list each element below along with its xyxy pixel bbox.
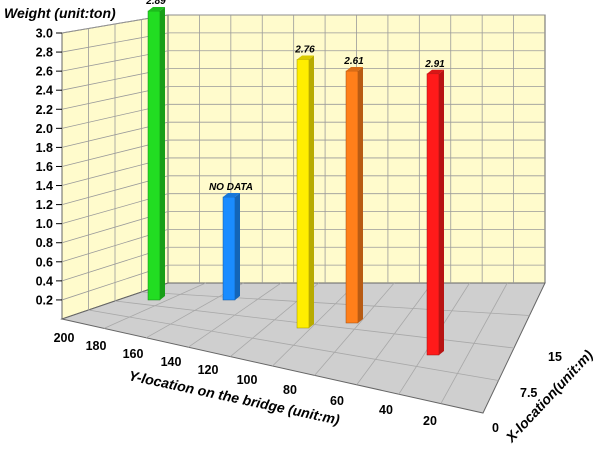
bar-top (427, 69, 444, 74)
y-tick-label: 200 (54, 331, 75, 345)
y-tick-label: 160 (123, 347, 144, 361)
bar-top (346, 67, 363, 71)
z-tick-label: 1.4 (36, 179, 53, 193)
bar-side (235, 193, 240, 300)
y-tick-label: 140 (161, 355, 182, 369)
ticks-group: 0.2 0.4 0.6 0.8 1.0 1.2 1.4 1.6 1.8 2.0 2.2 2.4 2.6 2… (36, 27, 562, 436)
z-tick-label: 1.8 (36, 141, 53, 155)
x-tick-label: 15 (548, 350, 562, 364)
z-tick-label: 1.6 (36, 160, 53, 174)
y-tick-label: 60 (330, 394, 344, 408)
bar-front (296, 59, 310, 329)
z-tick-label: 2.2 (36, 103, 53, 117)
z-axis-title: Weight (unit:ton) (4, 5, 116, 21)
y-axis-title: Y-location on the bridge (unit:m) (127, 367, 341, 427)
bars-group: 2.89 NO DATA 2.76 2.61 2.91 (145, 0, 445, 356)
bar-top (223, 193, 240, 197)
bar-top (148, 7, 165, 11)
bar-data-label: 2.91 (424, 59, 445, 70)
bar-top (297, 55, 314, 60)
bar-data-label: 2.61 (343, 56, 364, 67)
z-tick-label: 3.0 (36, 27, 53, 41)
z-tick-label: 0.6 (36, 255, 53, 269)
bar-side (358, 67, 363, 323)
z-tick-label: 2.4 (36, 84, 53, 98)
z-tick-label: 1.2 (36, 198, 53, 212)
bar-side (309, 55, 314, 328)
bar-front (222, 196, 236, 301)
floor-gridline (88, 309, 499, 381)
bar-front (147, 10, 161, 301)
bar-data-label: 2.89 (145, 0, 166, 7)
bar-side (160, 7, 165, 300)
y-tick-label: 180 (86, 339, 107, 353)
z-tick-label: 2.0 (36, 122, 53, 136)
y-tick-label: 100 (237, 373, 258, 387)
z-tick-label: 2.8 (36, 46, 53, 60)
floor (60, 282, 546, 414)
z-tick-label: 0.2 (36, 293, 53, 307)
x-tick-label: 0 (492, 421, 499, 435)
y-tick-label: 80 (283, 383, 297, 397)
y-tick-label: 120 (198, 363, 219, 377)
bar-data-label: NO DATA (209, 182, 253, 193)
floor-gridline (141, 291, 530, 316)
z-tick-label: 0.4 (36, 274, 53, 288)
z-tick-label: 0.8 (36, 236, 53, 250)
z-tick-label: 1.0 (36, 217, 53, 231)
y-tick-label: 20 (423, 414, 437, 428)
bar-data-label: 2.76 (294, 45, 315, 56)
y-tick-label: 40 (379, 403, 393, 417)
x-tick-label: 7.5 (520, 386, 537, 400)
bar-front (426, 73, 440, 356)
bar-side (439, 69, 444, 356)
z-tick-label: 2.6 (36, 65, 53, 79)
bar-front (345, 70, 359, 324)
floor-gridline (114, 300, 515, 349)
